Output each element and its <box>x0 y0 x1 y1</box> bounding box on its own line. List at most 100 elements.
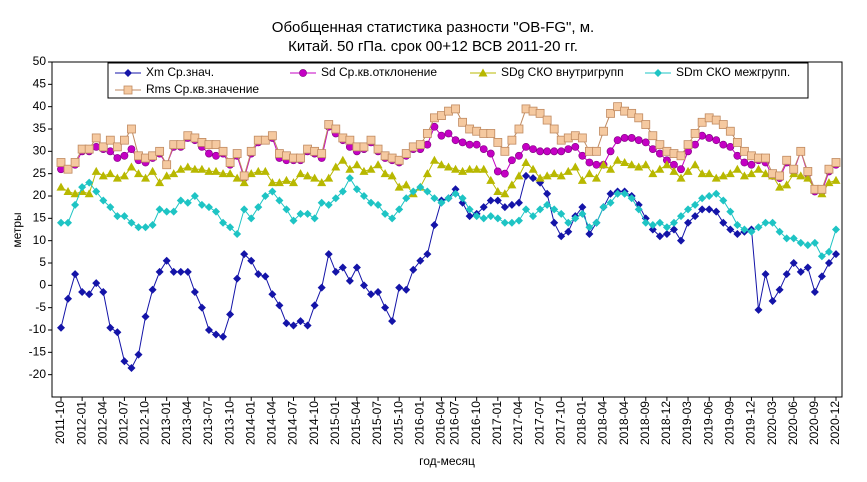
data-point <box>634 113 644 123</box>
data-point <box>98 142 108 152</box>
data-point <box>225 169 235 178</box>
data-point <box>106 323 115 332</box>
data-point <box>578 209 587 218</box>
data-point <box>367 290 375 299</box>
x-tick-label: 2017-10 <box>553 401 567 445</box>
data-point <box>409 187 418 196</box>
data-point <box>500 203 509 212</box>
data-point <box>507 135 517 145</box>
data-point <box>542 115 552 125</box>
data-point <box>275 301 284 310</box>
data-point <box>549 124 559 134</box>
data-point <box>423 187 432 196</box>
data-point <box>127 363 136 372</box>
data-point <box>289 178 298 187</box>
data-point <box>112 142 122 152</box>
data-point <box>148 166 158 175</box>
data-point <box>465 164 475 173</box>
y-tick-label: 15 <box>33 211 47 225</box>
data-point <box>817 272 826 281</box>
data-point <box>296 153 305 163</box>
legend-label: Sd Ср.кв.отклонение <box>321 65 437 79</box>
data-point <box>634 205 643 214</box>
data-point <box>733 229 742 238</box>
data-point <box>782 234 791 243</box>
data-point <box>430 221 439 230</box>
data-point <box>331 162 341 171</box>
data-point <box>63 187 73 196</box>
data-point <box>169 169 179 178</box>
data-point <box>732 137 742 147</box>
data-point <box>557 232 566 241</box>
data-point <box>183 267 192 276</box>
data-point <box>394 182 404 191</box>
data-point <box>627 108 637 118</box>
data-point <box>162 171 172 180</box>
x-tick-label: 2017-07 <box>532 401 546 445</box>
data-point <box>331 267 340 276</box>
data-point <box>803 241 812 250</box>
data-point <box>577 133 587 143</box>
data-point <box>486 149 495 158</box>
data-point <box>683 166 693 175</box>
data-point <box>444 162 453 171</box>
data-point <box>493 196 502 205</box>
data-point <box>324 200 333 209</box>
data-point <box>782 155 792 165</box>
data-point <box>71 270 80 279</box>
x-tick-label: 2020-09 <box>807 401 821 445</box>
data-point <box>564 218 573 227</box>
data-point <box>345 174 354 183</box>
data-point <box>85 290 94 299</box>
x-tick-label: 2020-06 <box>786 401 800 445</box>
data-point <box>507 200 516 209</box>
data-point <box>268 290 277 299</box>
data-point <box>64 218 73 227</box>
data-point <box>254 270 263 279</box>
data-point <box>331 124 341 134</box>
y-tick-label: 30 <box>33 144 47 158</box>
data-point <box>493 187 503 196</box>
chart-subtitle: Китай. 50 гПа. срок 00+12 ВСВ 2011-20 гг… <box>288 38 578 55</box>
data-point <box>338 263 347 272</box>
data-point <box>740 158 749 167</box>
data-point <box>712 189 721 198</box>
x-tick-label: 2019-09 <box>722 401 736 445</box>
data-point <box>655 149 664 158</box>
data-point <box>260 135 270 145</box>
x-tick-label: 2018-09 <box>638 401 652 445</box>
data-point <box>99 288 108 297</box>
data-point <box>514 216 523 225</box>
data-point <box>91 166 101 175</box>
x-tick-label: 2020-12 <box>828 401 842 445</box>
data-point <box>169 267 178 276</box>
data-point <box>508 156 516 165</box>
data-point <box>824 247 833 256</box>
data-point <box>63 164 73 174</box>
data-point <box>578 203 587 212</box>
data-point <box>803 167 813 176</box>
data-point <box>535 173 545 182</box>
data-point <box>282 319 291 328</box>
data-point <box>388 317 397 326</box>
data-point <box>564 145 573 153</box>
data-point <box>394 155 404 165</box>
data-point <box>120 212 129 221</box>
data-point <box>254 203 263 212</box>
y-tick-label: -20 <box>29 367 47 381</box>
x-tick-label: 2019-12 <box>744 401 758 445</box>
data-point <box>436 160 446 169</box>
data-point <box>275 196 284 205</box>
data-point <box>281 175 291 184</box>
data-point <box>584 169 594 178</box>
data-point <box>571 214 580 223</box>
data-point <box>92 142 101 151</box>
data-point <box>324 120 334 129</box>
x-tick-label: 2015-10 <box>391 401 405 445</box>
data-point <box>437 198 446 207</box>
data-point <box>296 317 305 326</box>
data-point <box>712 207 721 216</box>
data-point <box>691 200 700 209</box>
legend-marker <box>299 69 307 77</box>
